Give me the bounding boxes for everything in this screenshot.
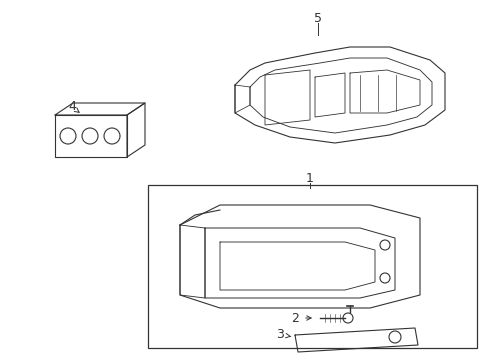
Text: 1: 1 (305, 171, 313, 184)
Text: 4: 4 (68, 100, 76, 113)
Bar (148, 185, 476, 348)
Text: 5: 5 (313, 12, 321, 24)
Text: 3: 3 (276, 328, 284, 342)
Text: 2: 2 (290, 311, 298, 324)
